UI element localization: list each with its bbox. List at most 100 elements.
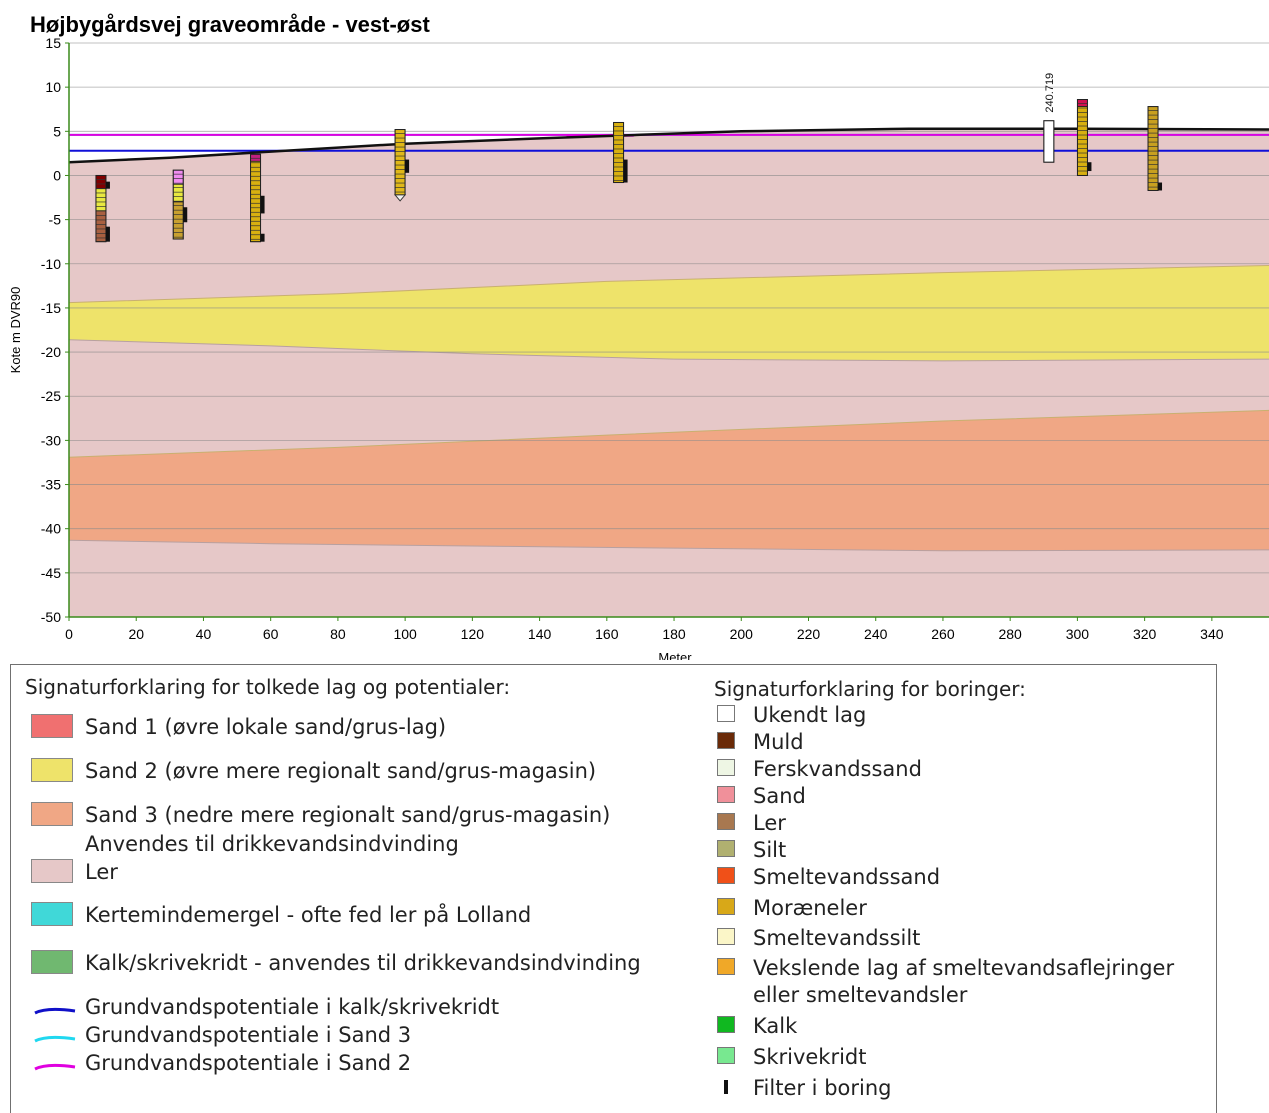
bore-legend-item: Vekslende lag af smeltevandsaflejringer e… xyxy=(717,955,1174,1009)
x-tick-label: 20 xyxy=(128,626,144,642)
interp-legend-item: Grundvandspotentiale i Sand 3 xyxy=(31,1021,411,1050)
borehole-layer xyxy=(1077,99,1088,107)
bore-legend-item: Smeltevandssilt xyxy=(717,925,920,952)
bore-legend-item: Filter i boring xyxy=(717,1075,891,1102)
bore-legend-item: Skrivekridt xyxy=(717,1044,867,1071)
x-tick-label: 220 xyxy=(797,626,821,642)
legend-label: Kalk/skrivekridt - anvendes til drikkeva… xyxy=(85,951,641,975)
bore-swatch xyxy=(717,1047,735,1064)
bore-legend-label: Muld xyxy=(753,730,804,754)
x-tick-label: 140 xyxy=(528,626,552,642)
borehole-filter xyxy=(623,159,628,183)
y-tick-label: 5 xyxy=(53,123,61,139)
chart-title: Højbygårdsvej graveområde - vest-øst xyxy=(30,12,430,37)
interp-legend-item: Kalk/skrivekridt - anvendes til drikkeva… xyxy=(31,949,641,978)
x-tick-label: 160 xyxy=(595,626,619,642)
borehole-layer xyxy=(250,160,261,243)
bore-legend-item: Muld xyxy=(717,729,804,756)
interp-legend-item: Ler xyxy=(31,858,118,887)
borehole-layer xyxy=(394,129,406,196)
bore-swatch xyxy=(717,1016,735,1033)
y-tick-label: -25 xyxy=(41,388,61,404)
y-tick-label: 10 xyxy=(45,79,61,95)
cross-section-plot: 240.719 15 10 5 0 -5 -10 -15 -20 -25 -30 -35 -40 -45 -… xyxy=(8,35,1269,660)
bore-swatch xyxy=(717,958,735,975)
y-tick-label: -15 xyxy=(41,300,61,316)
borehole-filter xyxy=(260,233,265,242)
interp-legend-title: Signaturforklaring for tolkede lag og po… xyxy=(25,675,511,699)
legend-swatch xyxy=(31,859,73,883)
y-tick-label: -30 xyxy=(41,432,61,448)
x-tick-label: 120 xyxy=(461,626,485,642)
legend-swatch xyxy=(31,714,73,738)
x-tick-label: 180 xyxy=(662,626,686,642)
x-tick-label: 260 xyxy=(931,626,955,642)
legend-label: Ler xyxy=(85,860,118,884)
x-tick-label: 80 xyxy=(330,626,346,642)
bore-legend-label: Ler xyxy=(753,811,786,835)
bore-legend-label: Smeltevandssand xyxy=(753,865,941,889)
borehole-5 xyxy=(1043,120,1055,163)
borehole-filter xyxy=(105,181,110,189)
legend-label-line2: Anvendes til drikkevandsindvinding xyxy=(85,832,459,856)
interp-legend-item: Sand 3 (nedre mere regionalt sand/grus-m… xyxy=(31,801,610,859)
x-tick-label: 340 xyxy=(1200,626,1224,642)
y-tick-label: 15 xyxy=(45,35,61,51)
legend-label: Sand 3 (nedre mere regionalt sand/grus-m… xyxy=(85,803,611,827)
borehole-filter xyxy=(183,207,188,223)
bore-legend-label: Smeltevandssilt xyxy=(753,926,921,950)
legend-swatch xyxy=(31,902,73,926)
borehole-4 xyxy=(613,121,625,184)
interp-legend-item: Sand 1 (øvre lokale sand/grus-lag) xyxy=(31,713,446,742)
y-tick-label: -40 xyxy=(41,521,61,537)
borehole-6 xyxy=(1076,99,1088,176)
borehole-7 xyxy=(1147,106,1159,191)
legend-line-symbol xyxy=(33,1025,77,1043)
bore-swatch xyxy=(717,813,735,830)
y-tick-label: -10 xyxy=(41,256,61,272)
borehole-layer xyxy=(172,201,184,240)
y-tick-label: -50 xyxy=(41,609,61,625)
borehole-layer xyxy=(613,122,624,183)
bore-legend-label-line2: eller smeltevandsler xyxy=(753,983,968,1007)
legend-label: Grundvandspotentiale i Sand 2 xyxy=(85,1051,412,1075)
legend-box: Signaturforklaring for tolkede lag og po… xyxy=(10,664,1217,1113)
layer-boundary-bottom xyxy=(68,539,1269,552)
x-tick-label: 320 xyxy=(1133,626,1157,642)
layer-sand-3 xyxy=(69,410,1269,551)
legend-label: Sand 2 (øvre mere regionalt sand/grus-ma… xyxy=(85,759,597,783)
x-axis-label: Meter xyxy=(658,650,692,660)
bore-legend-item: Silt xyxy=(717,837,786,864)
borehole-1 xyxy=(172,169,184,240)
bore-legend-label: Sand xyxy=(753,784,806,808)
x-tick-label: 200 xyxy=(730,626,754,642)
interp-legend-item: Grundvandspotentiale i kalk/skrivekridt xyxy=(31,993,499,1022)
bore-legend-label: Filter i boring xyxy=(753,1076,892,1100)
y-tick-label: -45 xyxy=(41,565,61,581)
x-tick-label: 0 xyxy=(65,626,73,642)
bore-swatch xyxy=(717,898,735,915)
borehole-filter xyxy=(1158,182,1163,191)
legend-label: Grundvandspotentiale i kalk/skrivekridt xyxy=(85,995,500,1019)
terrain-line xyxy=(68,127,1269,164)
borehole-layer xyxy=(95,175,107,190)
legend-line-symbol xyxy=(33,1053,77,1071)
y-tick-label: 0 xyxy=(53,167,61,183)
borehole-layer xyxy=(172,169,184,185)
borehole-layer xyxy=(250,153,261,162)
bore-swatch xyxy=(717,840,735,857)
bore-legend-item: Ukendt lag xyxy=(717,702,866,729)
borehole-0 xyxy=(95,174,107,243)
bore-legend-label: Moræneler xyxy=(753,896,867,920)
interp-legend-item: Sand 2 (øvre mere regionalt sand/grus-ma… xyxy=(31,757,596,786)
borehole-layer xyxy=(1043,120,1055,163)
borehole-bottom-marker xyxy=(394,194,407,202)
x-tick-label: 280 xyxy=(998,626,1022,642)
y-tick-label: -35 xyxy=(41,477,61,493)
y-tick-label: -20 xyxy=(41,344,61,360)
filter-symbol xyxy=(724,1080,728,1094)
layer-sand-2 xyxy=(69,265,1269,361)
bore-legend-item: Ferskvandssand xyxy=(717,756,922,783)
bore-swatch xyxy=(717,786,735,803)
bore-legend-item: Ler xyxy=(717,810,786,837)
